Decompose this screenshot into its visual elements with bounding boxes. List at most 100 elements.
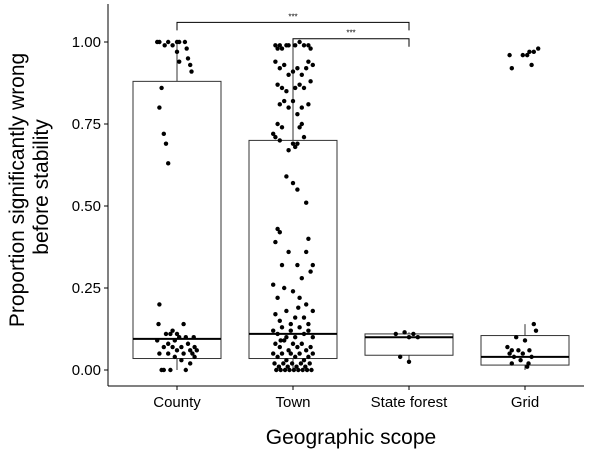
data-point (284, 357, 289, 363)
points-town (271, 39, 315, 373)
data-point (297, 125, 302, 130)
data-point (295, 66, 300, 71)
data-point (301, 331, 307, 337)
y-axis-title-line-2: before stability (30, 119, 53, 255)
data-point (288, 321, 293, 327)
data-point (185, 341, 191, 346)
data-point (306, 321, 311, 327)
data-point (299, 121, 304, 127)
data-point (525, 52, 530, 58)
data-point (279, 46, 285, 51)
data-point (301, 315, 307, 320)
data-point (284, 174, 289, 179)
data-point (291, 367, 297, 373)
data-point (520, 52, 525, 58)
data-point (278, 367, 283, 373)
data-point (184, 46, 189, 51)
data-point (277, 344, 282, 350)
data-point (168, 367, 173, 373)
data-point (293, 335, 298, 340)
data-point (296, 367, 301, 373)
data-point (177, 39, 182, 45)
data-point (277, 230, 282, 235)
data-point (299, 72, 304, 78)
data-point (308, 46, 313, 51)
data-point (299, 341, 304, 346)
data-point (306, 102, 311, 107)
data-point (509, 348, 514, 353)
bracket-line (176, 21, 410, 31)
data-point (304, 348, 309, 353)
data-point (179, 357, 184, 363)
data-point (177, 59, 182, 64)
data-point (286, 72, 291, 78)
data-point (273, 134, 278, 140)
data-point (177, 335, 182, 340)
data-point (277, 66, 282, 71)
y-tick-label: 0.50 (72, 198, 101, 215)
x-tick-label: State forest (371, 394, 449, 411)
data-point (307, 361, 312, 366)
data-point (172, 354, 177, 360)
x-axis-title: Geographic scope (266, 426, 436, 449)
data-point (290, 341, 296, 346)
data-point (406, 335, 412, 340)
box-town (248, 42, 338, 370)
data-point (310, 335, 315, 340)
data-point (285, 364, 290, 369)
data-point (301, 85, 307, 91)
data-point (306, 43, 311, 48)
data-point (181, 351, 186, 356)
data-point (156, 321, 161, 327)
data-point (536, 46, 541, 51)
data-point (526, 361, 531, 366)
data-point (275, 46, 280, 51)
data-point (276, 364, 282, 369)
data-point (398, 354, 403, 360)
data-point (284, 308, 289, 314)
data-point (282, 285, 287, 291)
data-point (299, 105, 304, 110)
data-point (181, 321, 186, 327)
data-point (159, 85, 164, 91)
data-point (279, 85, 285, 91)
data-point (155, 338, 160, 343)
data-point (527, 49, 532, 55)
y-tick-label: 0.75 (72, 116, 101, 133)
data-point (297, 295, 302, 301)
data-point (183, 335, 188, 340)
data-point (308, 79, 313, 84)
data-point (275, 295, 280, 301)
data-point (304, 249, 309, 255)
data-point (166, 341, 171, 346)
data-point (188, 62, 193, 68)
data-point (161, 131, 166, 137)
data-point (288, 351, 293, 356)
data-point (179, 344, 184, 350)
data-point (287, 367, 292, 373)
data-point (304, 302, 309, 307)
data-point (298, 361, 304, 366)
data-point (310, 351, 315, 356)
data-point (157, 302, 162, 307)
data-point (289, 361, 295, 366)
data-point (272, 361, 277, 366)
data-point (296, 305, 301, 310)
data-point (161, 344, 166, 350)
plot-area: *** *** (132, 12, 570, 373)
data-point (192, 344, 197, 350)
data-point (406, 359, 412, 364)
data-point (286, 148, 291, 153)
data-point (273, 312, 278, 317)
data-point (306, 354, 311, 360)
data-point (301, 43, 307, 48)
box-iqr (364, 333, 454, 356)
x-tick-label: County (153, 394, 201, 411)
data-point (293, 354, 298, 360)
data-point (192, 354, 197, 360)
data-point (183, 367, 188, 373)
significance-label: *** (346, 29, 355, 38)
x-tick-label: Grid (511, 394, 539, 411)
data-point (303, 364, 308, 369)
data-point (514, 335, 519, 340)
